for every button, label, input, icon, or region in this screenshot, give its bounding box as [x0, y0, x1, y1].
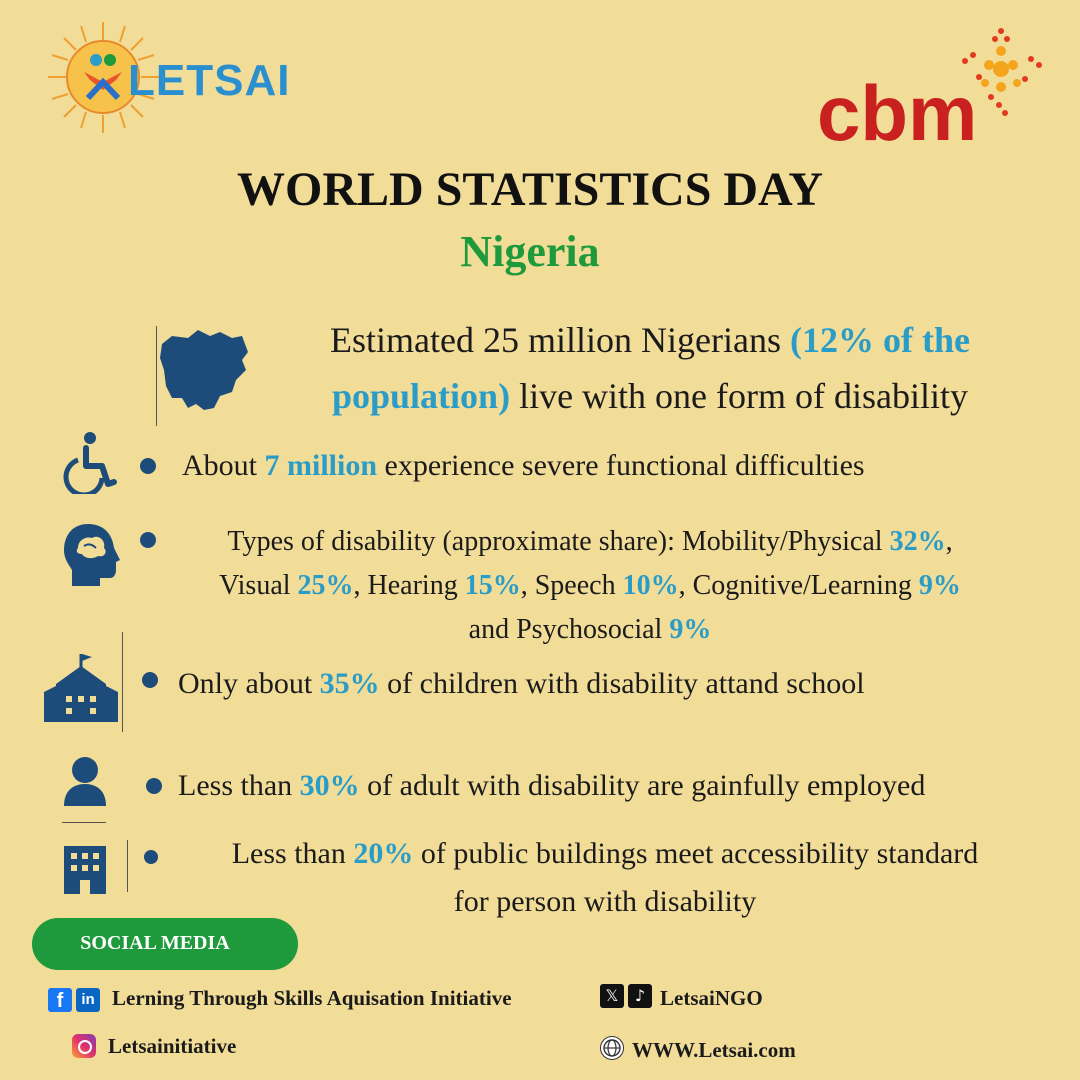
types-visual-label: Visual — [219, 570, 298, 601]
globe-icon — [600, 1036, 624, 1060]
bullet — [144, 850, 158, 864]
types-line-1: Types of disability (approximate share):… — [160, 520, 1020, 564]
stat-employment: Less than 30% of adult with disability a… — [178, 764, 1058, 808]
stat-severe-post: experience severe functional difficultie… — [377, 449, 865, 482]
stat-employment-highlight: 30% — [299, 769, 360, 802]
linkedin-icon[interactable]: in — [76, 988, 100, 1012]
stat-severe-difficulties: About 7 million experience severe functi… — [182, 444, 1042, 488]
x-tiktok-handle[interactable]: LetsaiNGO — [660, 986, 763, 1010]
bullet — [146, 778, 162, 794]
intro-text-post: live with one form of disability — [510, 376, 968, 416]
types-line1-pre: Types of disability (approximate share):… — [227, 526, 890, 557]
buildings-line-1: Less than 20% of public buildings meet a… — [170, 830, 1040, 878]
divider-line — [122, 632, 123, 732]
tiktok-icon[interactable]: ♪ — [628, 984, 652, 1008]
brain-head-icon — [64, 524, 120, 586]
types-speech-label: , Speech — [520, 570, 623, 601]
intro-statement: Estimated 25 million Nigerians (12% of t… — [270, 312, 1030, 424]
stat-school-attendance: Only about 35% of children with disabili… — [178, 662, 1038, 706]
stat-buildings-post: of public buildings meet accessibility s… — [413, 837, 979, 870]
stat-employment-post: of adult with disability are gainfully e… — [359, 769, 926, 802]
page-subtitle: Nigeria — [460, 227, 600, 276]
stat-school-post: of children with disability attand schoo… — [379, 667, 865, 700]
cbm-logo: cbm — [815, 25, 1045, 157]
types-speech-value: 10% — [622, 570, 679, 601]
cbm-dots-emblem — [962, 28, 1042, 116]
types-hearing-value: 15% — [464, 570, 521, 601]
cbm-wordmark: cbm — [817, 69, 978, 157]
building-icon — [64, 846, 106, 894]
stat-severe-highlight: 7 million — [264, 449, 378, 482]
divider-line — [127, 840, 128, 892]
stat-employment-pre: Less than — [178, 769, 300, 802]
instagram-handle[interactable]: Letsainitiative — [108, 1034, 237, 1058]
stat-buildings-pre: Less than — [231, 837, 354, 870]
stat-school-highlight: 35% — [319, 667, 380, 700]
social-media-badge: SOCIAL MEDIA — [32, 918, 298, 970]
types-hearing-label: , Hearing — [353, 570, 465, 601]
bullet — [140, 532, 156, 548]
facebook-linkedin-handle[interactable]: Lerning Through Skills Aquisation Initia… — [112, 986, 512, 1010]
types-mobility-value: 32% — [889, 526, 946, 557]
facebook-icon[interactable]: f — [48, 988, 72, 1012]
nigeria-map-icon — [160, 330, 248, 410]
types-cognitive-value: 9% — [918, 570, 961, 601]
stat-severe-pre: About — [182, 449, 265, 482]
website-link[interactable]: WWW.Letsai.com — [632, 1038, 796, 1062]
stat-public-buildings: Less than 20% of public buildings meet a… — [170, 830, 1040, 926]
bullet — [142, 672, 158, 688]
person-icon — [64, 757, 106, 806]
divider-line — [156, 326, 157, 426]
page-title: WORLD STATISTICS DAY — [237, 163, 823, 216]
wheelchair-icon — [63, 432, 117, 494]
types-line-2: Visual 25%, Hearing 15%, Speech 10%, Cog… — [160, 564, 1020, 608]
letsai-logo: LETSAI — [46, 20, 306, 135]
types-psychosocial-value: 9% — [669, 614, 712, 645]
stat-buildings-highlight: 20% — [353, 837, 414, 870]
types-line-3: and Psychosocial 9% — [160, 608, 1020, 652]
types-line1-post: , — [945, 526, 953, 557]
bullet — [140, 458, 156, 474]
types-visual-value: 25% — [297, 570, 354, 601]
stat-school-pre: Only about — [178, 667, 320, 700]
social-media-label: SOCIAL MEDIA — [80, 932, 230, 954]
divider-line — [62, 822, 106, 823]
types-cognitive-label: , Cognitive/Learning — [678, 570, 919, 601]
letsai-wordmark: LETSAI — [128, 56, 291, 105]
stat-disability-types: Types of disability (approximate share):… — [160, 520, 1020, 652]
intro-text-pre: Estimated 25 million Nigerians — [330, 320, 790, 360]
intro-highlight: (12% of the population) — [331, 320, 970, 416]
school-icon — [44, 654, 118, 722]
types-psychosocial-label: and Psychosocial — [468, 614, 670, 645]
letsai-sun-emblem — [48, 22, 159, 133]
buildings-line-2: for person with disability — [453, 885, 757, 918]
x-icon[interactable]: 𝕏 — [600, 984, 624, 1008]
instagram-icon[interactable] — [72, 1034, 96, 1058]
